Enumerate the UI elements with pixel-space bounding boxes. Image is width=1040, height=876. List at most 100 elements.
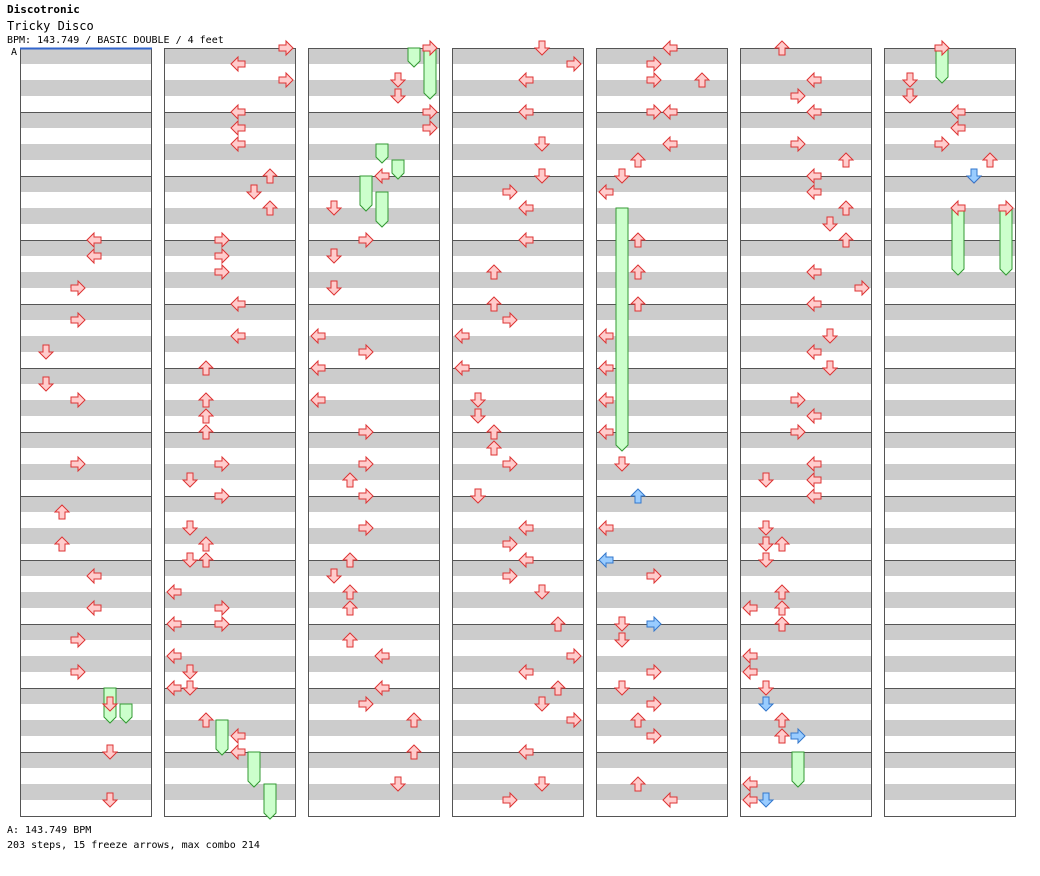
beat-stripe xyxy=(884,400,1016,416)
step-arrow-right xyxy=(854,279,870,297)
step-arrow-up xyxy=(197,712,215,728)
beat-stripe xyxy=(452,560,584,576)
step-arrow-right xyxy=(646,71,662,89)
beat-stripe xyxy=(596,528,728,544)
beat-stripe xyxy=(740,336,872,352)
beat-stripe xyxy=(596,112,728,128)
step-arrow-up xyxy=(773,728,791,744)
beat-stripe xyxy=(20,240,152,256)
step-arrow-left xyxy=(662,791,678,809)
step-arrow-left xyxy=(86,247,102,265)
step-arrow-up xyxy=(629,296,647,312)
step-arrow-down xyxy=(245,184,263,200)
beat-stripe xyxy=(596,656,728,672)
beat-stripe xyxy=(164,272,296,288)
freeze-arrow-right xyxy=(999,207,1013,276)
beat-stripe xyxy=(164,624,296,640)
step-arrow-left xyxy=(310,391,326,409)
beat-stripe xyxy=(452,336,584,352)
beat-stripe xyxy=(596,400,728,416)
beat-stripe xyxy=(452,240,584,256)
step-arrow-up xyxy=(629,152,647,168)
step-arrow-down xyxy=(389,72,407,88)
beat-stripe xyxy=(452,48,584,64)
step-arrow-left xyxy=(806,263,822,281)
step-arrow-right xyxy=(646,695,662,713)
step-arrow-left xyxy=(598,391,614,409)
step-arrow-left xyxy=(86,567,102,585)
beat-stripe xyxy=(452,272,584,288)
step-arrow-up xyxy=(261,168,279,184)
beat-stripe xyxy=(164,240,296,256)
beat-stripe xyxy=(452,688,584,704)
beat-stripe xyxy=(884,528,1016,544)
step-arrow-down xyxy=(613,680,631,696)
freeze-arrow-right xyxy=(791,751,805,788)
beat-stripe xyxy=(308,720,440,736)
beat-stripe xyxy=(20,752,152,768)
step-arrow-down xyxy=(533,776,551,792)
beat-stripe xyxy=(20,272,152,288)
freeze-arrow-up xyxy=(263,783,277,820)
step-arrow-left xyxy=(806,103,822,121)
beat-stripe xyxy=(740,720,872,736)
beat-stripe xyxy=(452,400,584,416)
step-arrow-down xyxy=(533,696,551,712)
step-arrow-left xyxy=(518,231,534,249)
step-arrow-left xyxy=(806,295,822,313)
beat-stripe xyxy=(884,48,1016,64)
step-arrow-right xyxy=(790,423,806,441)
beat-stripe xyxy=(884,592,1016,608)
column-border xyxy=(596,48,728,817)
step-arrow-down xyxy=(821,360,839,376)
beat-stripe xyxy=(596,304,728,320)
step-arrow-up xyxy=(405,712,423,728)
beat-stripe xyxy=(452,528,584,544)
beat-stripe xyxy=(596,208,728,224)
step-arrow-up xyxy=(773,40,791,56)
step-arrow-right xyxy=(422,103,438,121)
beat-stripe xyxy=(740,752,872,768)
beat-stripe xyxy=(164,592,296,608)
step-arrow-up xyxy=(53,536,71,552)
beat-stripe xyxy=(164,112,296,128)
beat-stripe xyxy=(308,592,440,608)
step-arrow-down xyxy=(821,328,839,344)
step-arrow-up xyxy=(629,264,647,280)
beat-stripe xyxy=(164,144,296,160)
beat-stripe xyxy=(596,432,728,448)
step-arrow-left xyxy=(518,103,534,121)
step-arrow-down xyxy=(101,792,119,808)
step-arrow-down xyxy=(325,568,343,584)
beat-stripe xyxy=(884,272,1016,288)
beat-stripe xyxy=(308,432,440,448)
beat-stripe xyxy=(884,208,1016,224)
step-arrow-left xyxy=(598,327,614,345)
step-arrow-up xyxy=(549,680,567,696)
step-arrow-up xyxy=(773,616,791,632)
step-arrow-up xyxy=(837,152,855,168)
step-arrow-left xyxy=(742,791,758,809)
beat-stripe xyxy=(740,496,872,512)
beat-stripe xyxy=(164,560,296,576)
beat-stripe xyxy=(308,240,440,256)
step-arrow-left xyxy=(662,103,678,121)
beat-stripe xyxy=(308,48,440,64)
step-arrow-left xyxy=(806,487,822,505)
beat-stripe xyxy=(164,400,296,416)
beat-stripe xyxy=(164,464,296,480)
step-arrow-left xyxy=(230,135,246,153)
step-arrow-up xyxy=(837,232,855,248)
step-arrow-left xyxy=(518,519,534,537)
beat-stripe xyxy=(452,592,584,608)
beat-stripe xyxy=(884,432,1016,448)
step-arrow-down xyxy=(181,552,199,568)
step-arrow-down xyxy=(757,520,775,536)
step-arrow-left xyxy=(230,327,246,345)
beat-stripe xyxy=(884,112,1016,128)
beat-stripe xyxy=(308,80,440,96)
beat-stripe xyxy=(740,560,872,576)
step-arrow-up xyxy=(549,616,567,632)
step-arrow-up xyxy=(197,408,215,424)
step-arrow-left xyxy=(454,327,470,345)
